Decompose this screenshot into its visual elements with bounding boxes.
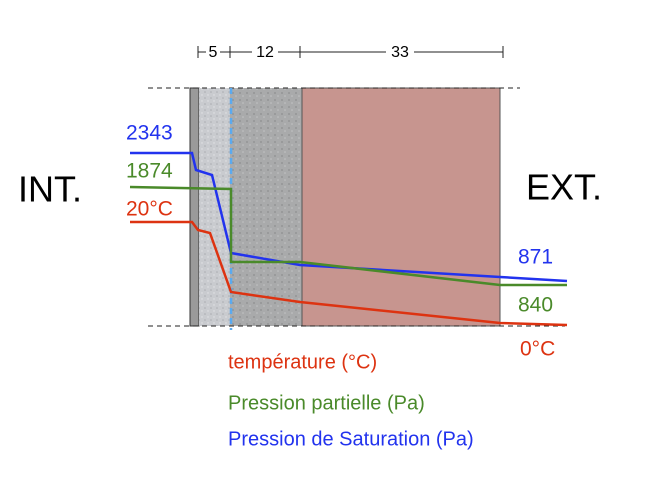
dimension-label: 33 (391, 44, 409, 61)
right-partial: 840 (518, 294, 553, 317)
interior-label: INT. (18, 169, 82, 210)
saturation-curve (130, 151, 568, 283)
dimension-label: 5 (209, 44, 218, 61)
legend-partial: Pression partielle (Pa) (228, 392, 425, 414)
partial-curve (129, 185, 567, 287)
legend-saturation: Pression de Saturation (Pa) (228, 428, 474, 450)
left-partial: 1874 (126, 160, 173, 183)
wall-layers (189, 87, 501, 327)
dimension-label: 12 (256, 44, 274, 61)
legend-temperature: température (°C) (228, 351, 377, 373)
exterior-label: EXT. (526, 167, 602, 208)
right-temperature: 0°C (520, 338, 555, 361)
right-saturation: 871 (518, 246, 553, 269)
left-saturation: 2343 (126, 122, 173, 145)
left-temperature: 20°C (126, 198, 173, 221)
temperature-curve (130, 220, 568, 327)
dimension-line (197, 46, 504, 58)
